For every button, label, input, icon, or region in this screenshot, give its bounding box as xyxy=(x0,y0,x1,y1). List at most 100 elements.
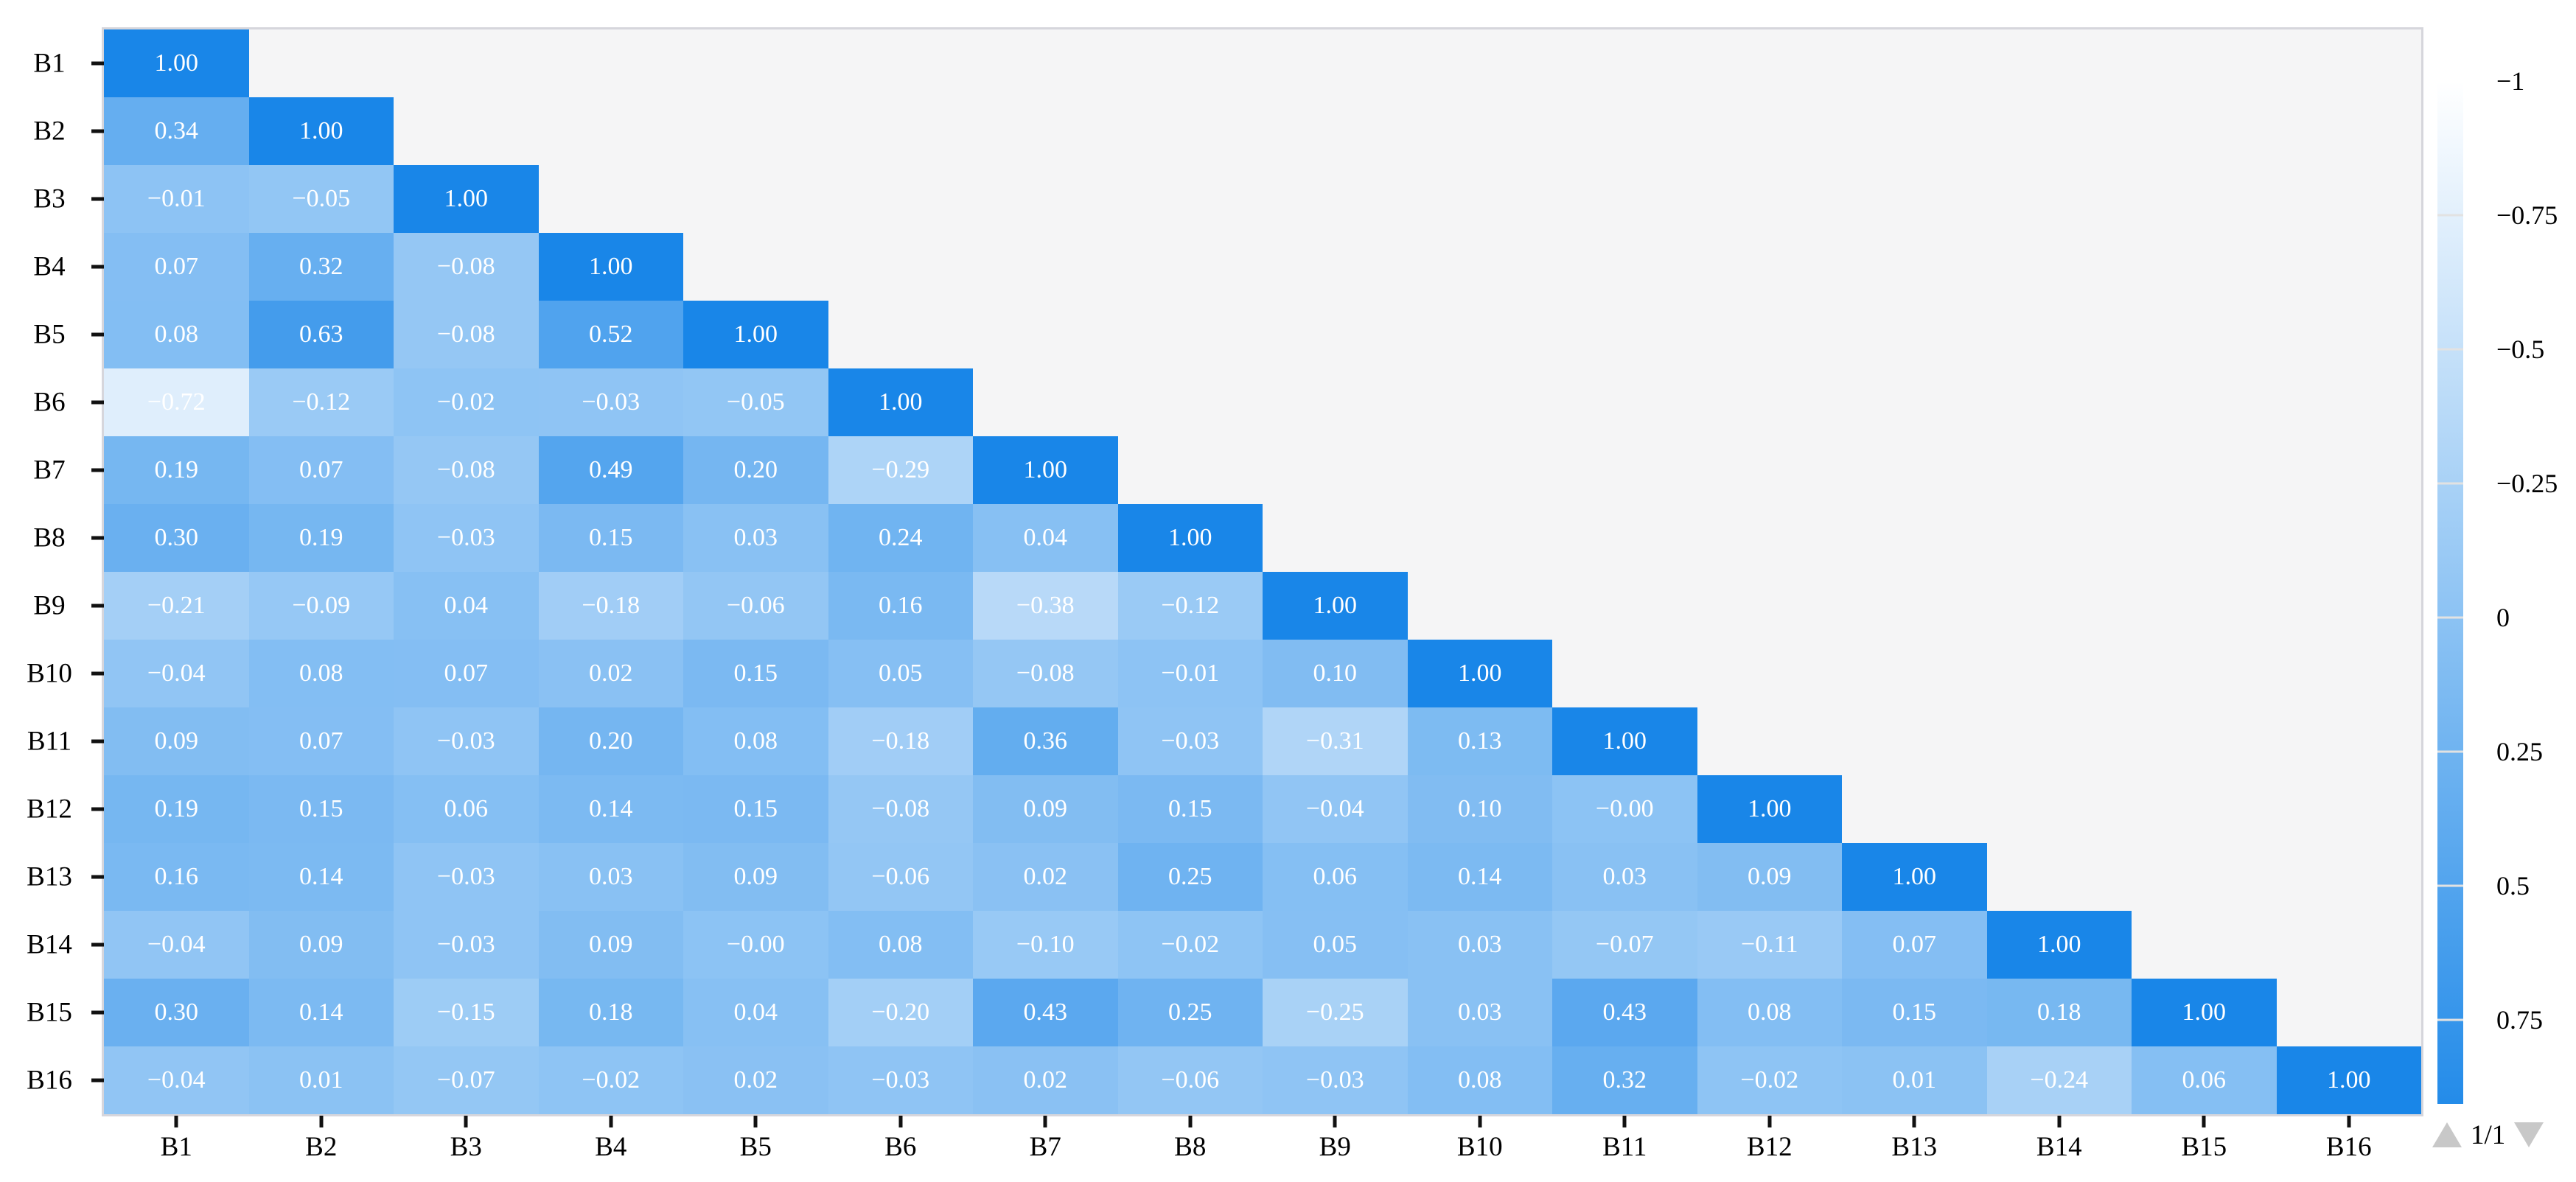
y-axis-label: B13 xyxy=(27,861,72,892)
matrix-cell: 1.00 xyxy=(683,301,828,368)
y-axis-tick xyxy=(91,332,104,337)
color-scale-separator xyxy=(2437,750,2463,753)
heatmap-plot-area: 1.00 0.34 1.00 −0.01 −0.05 1.00 0.07 0.32 −0.08 1… xyxy=(102,27,2423,1116)
x-axis-label: B11 xyxy=(1602,1132,1647,1162)
y-axis-tick xyxy=(91,61,104,66)
y-axis-tick xyxy=(91,875,104,879)
matrix-cell: −0.24 xyxy=(1986,1046,2132,1114)
matrix-cell: −0.06 xyxy=(1117,1046,1263,1114)
matrix-cell: 0.18 xyxy=(1986,979,2132,1046)
matrix-cell: −0.03 xyxy=(1263,1046,1408,1114)
matrix-cell: −0.11 xyxy=(1697,911,1842,979)
matrix-cell: 0.06 xyxy=(1263,843,1408,911)
matrix-cell: −0.20 xyxy=(828,979,973,1046)
matrix-cell: 0.52 xyxy=(538,301,683,368)
color-scale-tick-label: −0.25 xyxy=(2496,469,2558,498)
y-axis-label: B15 xyxy=(27,997,72,1028)
matrix-cell: 0.13 xyxy=(1407,707,1552,775)
matrix-cell: 1.00 xyxy=(1986,911,2132,979)
page-down-icon[interactable] xyxy=(2514,1122,2544,1147)
x-axis-tick xyxy=(174,1116,178,1127)
x-axis-tick xyxy=(753,1116,758,1127)
x-axis-label: B4 xyxy=(595,1132,627,1162)
matrix-cell: −0.15 xyxy=(394,979,539,1046)
matrix-cell: 0.15 xyxy=(538,504,683,572)
matrix-cell: 0.03 xyxy=(538,843,683,911)
matrix-cell: −0.04 xyxy=(1263,775,1408,843)
x-axis-label: B8 xyxy=(1174,1132,1207,1162)
matrix-cell: 0.09 xyxy=(973,775,1118,843)
x-axis-label: B12 xyxy=(1746,1132,1793,1162)
matrix-cell: 0.09 xyxy=(538,911,683,979)
y-axis-tick xyxy=(91,129,104,133)
y-axis-tick xyxy=(91,197,104,201)
matrix-cell: 1.00 xyxy=(394,165,539,233)
matrix-cell: −0.03 xyxy=(394,843,539,911)
y-axis-label: B16 xyxy=(27,1065,72,1096)
matrix-cell: 1.00 xyxy=(1263,572,1408,640)
x-axis-tick xyxy=(464,1116,468,1127)
y-axis-label: B12 xyxy=(27,794,72,825)
matrix-cell: 0.06 xyxy=(2132,1046,2277,1114)
matrix-cell: 0.43 xyxy=(1552,979,1697,1046)
matrix-cell: −0.02 xyxy=(1117,911,1263,979)
color-scale-tick-label: 0.5 xyxy=(2496,871,2530,901)
matrix-cell: 1.00 xyxy=(1697,775,1842,843)
color-scale-tick-label: −1 xyxy=(2496,66,2525,96)
x-axis-label: B15 xyxy=(2181,1132,2227,1162)
y-axis-tick xyxy=(91,807,104,811)
color-scale-separator xyxy=(2437,482,2463,485)
color-scale-separator xyxy=(2437,884,2463,887)
matrix-cell: −0.07 xyxy=(1552,911,1697,979)
matrix-cell: 0.07 xyxy=(248,707,394,775)
matrix-cell: 1.00 xyxy=(2132,979,2277,1046)
matrix-cell: 0.14 xyxy=(248,979,394,1046)
matrix-cell: 0.20 xyxy=(538,707,683,775)
matrix-cell: 0.04 xyxy=(973,504,1118,572)
matrix-cell: −0.08 xyxy=(394,233,539,301)
x-axis-tick xyxy=(1912,1116,1916,1127)
page-up-icon[interactable] xyxy=(2432,1122,2462,1147)
page-indicator: 1/1 xyxy=(2471,1119,2506,1150)
pager: 1/1 xyxy=(2432,1119,2544,1151)
matrix-cell: 0.24 xyxy=(828,504,973,572)
color-scale-tick-label: 0.25 xyxy=(2496,737,2543,766)
x-axis-tick xyxy=(1622,1116,1627,1127)
matrix-cell: −0.04 xyxy=(104,911,249,979)
matrix-cell: 0.04 xyxy=(683,979,828,1046)
matrix-cell: 0.03 xyxy=(683,504,828,572)
matrix-cell: −0.09 xyxy=(248,572,394,640)
y-axis-tick xyxy=(91,400,104,405)
matrix-cell: 0.09 xyxy=(1697,843,1842,911)
y-axis-label: B8 xyxy=(33,522,66,553)
color-scale-tick-label: −0.5 xyxy=(2496,335,2545,364)
matrix-cell: 0.15 xyxy=(683,775,828,843)
y-axis-label: B6 xyxy=(33,387,66,418)
x-axis-label: B9 xyxy=(1319,1132,1351,1162)
x-axis-label: B13 xyxy=(1891,1132,1938,1162)
matrix-cell: 0.14 xyxy=(1407,843,1552,911)
matrix-cell: −0.04 xyxy=(104,1046,249,1114)
x-axis-label: B1 xyxy=(160,1132,192,1162)
x-axis-tick xyxy=(2057,1116,2062,1127)
y-axis-label: B3 xyxy=(33,183,66,214)
matrix-cell: −0.01 xyxy=(1117,640,1263,707)
matrix-cell: −0.08 xyxy=(828,775,973,843)
matrix-cell: −0.06 xyxy=(683,572,828,640)
matrix-cell: 0.03 xyxy=(1407,911,1552,979)
matrix-cell: 1.00 xyxy=(1552,707,1697,775)
x-axis-tick xyxy=(1478,1116,1482,1127)
matrix-cell: 0.05 xyxy=(1263,911,1408,979)
x-axis-tick xyxy=(898,1116,903,1127)
matrix-cell: 0.32 xyxy=(1552,1046,1697,1114)
matrix-cell: 1.00 xyxy=(1407,640,1552,707)
matrix-cell: 0.14 xyxy=(248,843,394,911)
matrix-cell: −0.08 xyxy=(394,436,539,504)
color-scale-separator xyxy=(2437,348,2463,351)
matrix-cell: 0.07 xyxy=(1842,911,1987,979)
matrix-cell: −0.01 xyxy=(104,165,249,233)
matrix-cell: 0.63 xyxy=(248,301,394,368)
x-axis-tick xyxy=(2202,1116,2206,1127)
x-axis-label: B5 xyxy=(739,1132,772,1162)
